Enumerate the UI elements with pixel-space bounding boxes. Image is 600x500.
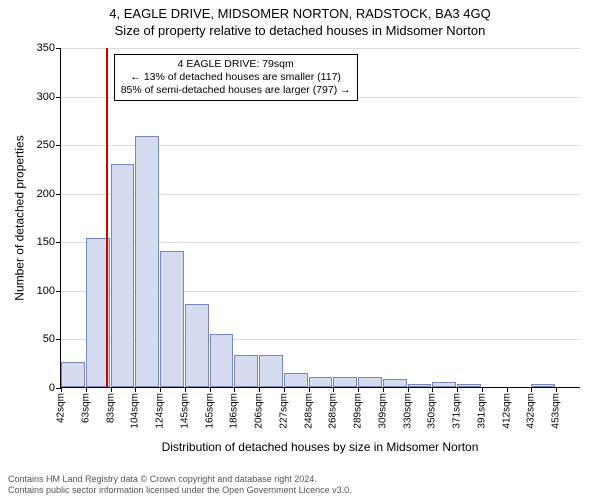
x-tick-mark [408,387,409,392]
x-tick-mark [234,387,235,392]
annotation-line1: 4 EAGLE DRIVE: 79sqm [121,58,351,71]
x-tick-mark [383,387,384,392]
x-tick-label: 412sqm [501,393,512,429]
x-tick-label: 145sqm [179,393,190,429]
y-tick-label: 350 [37,42,55,54]
x-tick-mark [358,387,359,392]
x-tick-mark [210,387,211,392]
x-tick-label: 453sqm [551,393,562,429]
x-tick-mark [86,387,87,392]
y-tick-label: 150 [37,236,55,248]
x-tick-label: 309sqm [377,393,388,429]
chart-title-line1: 4, EAGLE DRIVE, MIDSOMER NORTON, RADSTOC… [0,0,600,21]
x-tick-mark [432,387,433,392]
annotation-line2: ← 13% of detached houses are smaller (11… [121,71,351,84]
histogram-bar [408,384,432,387]
y-tick-mark [56,291,61,292]
x-tick-mark [185,387,186,392]
annotation-box: 4 EAGLE DRIVE: 79sqm← 13% of detached ho… [114,54,358,101]
x-tick-mark [160,387,161,392]
x-tick-label: 206sqm [254,393,265,429]
histogram-bar [259,355,283,387]
histogram-bar [185,304,209,387]
x-tick-mark [111,387,112,392]
y-tick-mark [56,339,61,340]
x-tick-mark [556,387,557,392]
footer-attribution: Contains HM Land Registry data © Crown c… [8,474,352,496]
y-tick-mark [56,97,61,98]
x-tick-label: 391sqm [476,393,487,429]
y-tick-mark [56,145,61,146]
x-tick-mark [333,387,334,392]
x-tick-label: 165sqm [204,393,215,429]
x-tick-mark [284,387,285,392]
histogram-bar [531,384,555,387]
x-tick-label: 42sqm [56,393,67,423]
x-tick-mark [507,387,508,392]
x-tick-label: 104sqm [130,393,141,429]
footer-line2: Contains public sector information licen… [8,485,352,496]
y-tick-label: 200 [37,188,55,200]
histogram-bar [160,251,184,387]
reference-line [106,48,108,387]
x-tick-label: 330sqm [402,393,413,429]
histogram-bar [457,384,481,387]
y-tick-mark [56,48,61,49]
x-tick-label: 227sqm [278,393,289,429]
x-tick-mark [457,387,458,392]
chart-plot-area: 05010015020025030035042sqm63sqm83sqm104s… [60,48,580,388]
x-tick-mark [135,387,136,392]
histogram-bar [234,355,258,387]
footer-line1: Contains HM Land Registry data © Crown c… [8,474,352,485]
histogram-bar [333,377,357,387]
histogram-bar [210,334,234,387]
x-tick-mark [309,387,310,392]
y-tick-label: 250 [37,139,55,151]
x-tick-mark [531,387,532,392]
gridline [61,48,580,49]
x-tick-label: 268sqm [328,393,339,429]
histogram-bar [432,382,456,387]
x-tick-label: 289sqm [353,393,364,429]
y-tick-label: 100 [37,285,55,297]
x-tick-label: 83sqm [105,393,116,423]
x-tick-label: 432sqm [526,393,537,429]
y-axis-label: Number of detached properties [12,48,28,388]
x-tick-label: 124sqm [155,393,166,429]
x-tick-label: 350sqm [427,393,438,429]
y-tick-label: 50 [43,333,55,345]
x-tick-mark [482,387,483,392]
y-tick-label: 0 [49,382,55,394]
x-axis-label: Distribution of detached houses by size … [60,440,580,454]
histogram-bar [383,379,407,387]
histogram-bar [135,136,159,387]
histogram-bar [309,377,333,387]
chart-title-line2: Size of property relative to detached ho… [0,21,600,38]
y-tick-label: 300 [37,91,55,103]
x-tick-label: 248sqm [303,393,314,429]
histogram-bar [284,373,308,387]
x-tick-mark [61,387,62,392]
y-tick-mark [56,194,61,195]
x-tick-mark [259,387,260,392]
x-tick-label: 186sqm [229,393,240,429]
annotation-line3: 85% of semi-detached houses are larger (… [121,84,351,97]
histogram-bar [111,164,135,387]
histogram-bar [61,362,85,387]
y-tick-mark [56,242,61,243]
x-tick-label: 63sqm [80,393,91,423]
histogram-bar [358,377,382,387]
x-tick-label: 371sqm [452,393,463,429]
